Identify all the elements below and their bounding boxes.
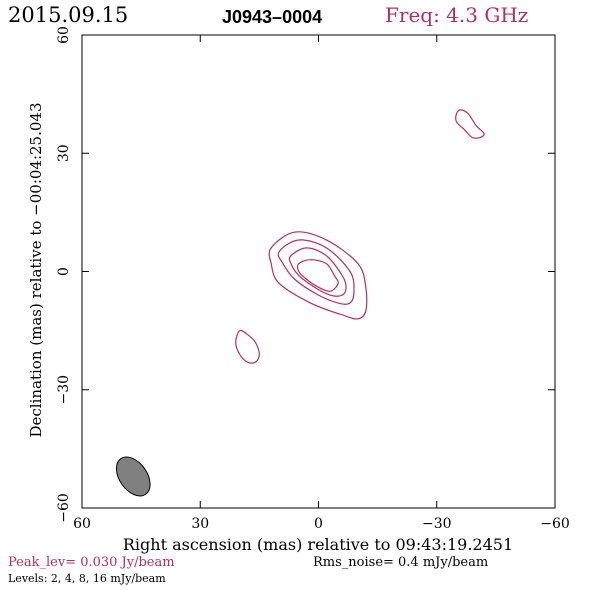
x-tick-label: −30 — [422, 516, 452, 532]
contour-core-level-16 — [296, 259, 339, 292]
contour-sw-level-2 — [235, 329, 260, 364]
y-tick-label: −30 — [56, 375, 72, 405]
x-tick-label: 60 — [73, 516, 91, 532]
contour-levels: Levels: 2, 4, 8, 16 mJy/beam — [8, 572, 166, 585]
beam-ellipse — [115, 456, 151, 497]
observation-date: 2015.09.15 — [8, 3, 128, 27]
contour-lines — [235, 109, 485, 364]
y-tick-label: −60 — [56, 493, 72, 523]
peak-level: Peak_lev= 0.030 Jy/beam — [8, 555, 175, 570]
axis-ticks — [81, 34, 556, 509]
frequency-label: Freq: 4.3 GHz — [385, 3, 528, 27]
x-tick-label: 30 — [191, 516, 209, 532]
plot-frame — [81, 34, 556, 509]
x-axis-label: Right ascension (mas) relative to 09:43:… — [123, 535, 513, 554]
x-tick-label: −60 — [540, 516, 570, 532]
contour-core-level-4 — [277, 239, 355, 305]
y-tick-labels: −60 −30 0 30 60 — [56, 26, 72, 523]
y-tick-label: 30 — [56, 144, 72, 162]
y-axis-label: Declination (mas) relative to −00:04:25.… — [27, 102, 45, 437]
contour-ne-level-2 — [455, 109, 485, 139]
rms-noise: Rms_noise= 0.4 mJy/beam — [313, 555, 488, 570]
beam — [115, 456, 151, 497]
x-tick-labels: 60 30 0 −30 −60 — [73, 516, 570, 532]
y-tick-label: 0 — [56, 267, 72, 276]
x-tick-label: 0 — [314, 516, 323, 532]
y-tick-label: 60 — [56, 26, 72, 44]
source-name: J0943–0004 — [222, 7, 322, 27]
contour-core-level-8 — [288, 247, 347, 297]
contour-core-level-2 — [268, 231, 368, 320]
